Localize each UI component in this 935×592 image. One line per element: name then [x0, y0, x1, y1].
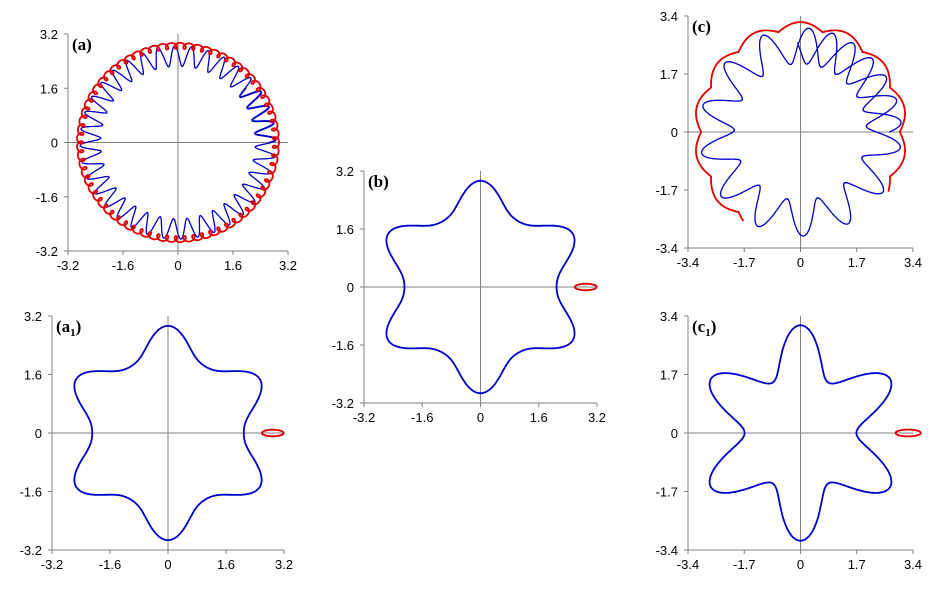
x-tick-label: -1.6	[99, 557, 121, 572]
x-tick-label: 0	[174, 258, 181, 273]
y-tick-label: -3.2	[36, 244, 58, 259]
x-tick-label: -3.4	[677, 557, 699, 572]
panel-label-text: (c)	[692, 17, 711, 36]
panel-label-subscript: 1	[705, 327, 711, 339]
x-tick-label: 0	[477, 410, 484, 425]
panel-a1: -3.2 -1.6 0 1.6 3.2 3.2 1.6 0 -1.6 -3.2 (a1)	[20, 309, 293, 572]
series-red-curve	[76, 41, 280, 244]
y-tick-label: -1.6	[20, 485, 42, 500]
series-blue-curve	[708, 324, 893, 542]
x-tick-label: 1.6	[224, 258, 242, 273]
y-tick-label: 3.2	[24, 309, 42, 324]
y-tick-label: -1.6	[36, 190, 58, 205]
series-blue-curve	[79, 45, 277, 240]
y-tick-label: -1.6	[332, 338, 354, 353]
panel-c1: -3.4 -1.7 0 1.7 3.4 3.4 1.7 0 -1.7 -3.4 (c1)	[656, 309, 922, 572]
panel-label: (a1)	[56, 317, 81, 339]
x-tick-label: -1.6	[112, 258, 134, 273]
panel-c: -3.4 -1.7 0 1.7 3.4 3.4 1.7 0 -1.7 -3.4 (c)	[656, 9, 922, 270]
x-tick-label: 1.7	[848, 557, 866, 572]
x-tick-label: -3.2	[41, 557, 63, 572]
panel-b: -3.2 -1.6 0 1.6 3.2 3.2 1.6 0 -1.6 -3.2 (b)	[332, 164, 606, 425]
panel-label: (b)	[368, 172, 389, 191]
x-tick-label: 3.4	[904, 557, 922, 572]
y-tick-label: 3.2	[336, 164, 354, 179]
y-tick-label: -1.7	[656, 485, 678, 500]
panel-label-text: (a	[56, 317, 71, 336]
y-tick-label: 0	[671, 426, 678, 441]
x-tick-label: 0	[797, 255, 804, 270]
y-tick-label: -3.4	[656, 543, 678, 558]
y-tick-label: -3.4	[656, 241, 678, 256]
panel-label-text: (b)	[368, 172, 389, 191]
x-tick-label: -1.7	[733, 255, 755, 270]
y-tick-label: 3.2	[40, 27, 58, 42]
panel-label-subscript: 1	[70, 327, 76, 339]
y-tick-label: -3.2	[332, 396, 354, 411]
panel-label: (a)	[72, 35, 92, 54]
y-tick-label: 1.6	[336, 222, 354, 237]
y-tick-label: 1.7	[660, 67, 678, 82]
series-red-curve	[573, 282, 598, 292]
y-tick-label: -3.2	[20, 543, 42, 558]
x-tick-label: -3.2	[57, 258, 79, 273]
y-tick-label: 0	[51, 136, 58, 151]
series-blue-curve	[385, 179, 576, 395]
y-tick-label: 3.4	[660, 9, 678, 24]
y-tick-label: 0	[347, 280, 354, 295]
x-tick-label: 1.6	[217, 557, 235, 572]
y-tick-label: -1.7	[656, 183, 678, 198]
x-tick-label: 1.7	[848, 255, 866, 270]
x-tick-label: 3.2	[275, 557, 293, 572]
series-red-curve	[894, 428, 922, 438]
panel-label: (c)	[692, 17, 711, 36]
x-tick-label: 3.4	[904, 255, 922, 270]
panel-label-text: (c	[692, 317, 706, 336]
series-red-curve	[695, 21, 906, 222]
y-tick-label: 0	[671, 125, 678, 140]
y-tick-label: 1.6	[24, 368, 42, 383]
x-tick-label: 3.2	[588, 410, 606, 425]
panel-a: -3.2 -1.6 0 1.6 3.2 3.2 1.6 0 -1.6 -3.2 (a)	[36, 27, 297, 273]
y-tick-label: 0	[35, 426, 42, 441]
panel-label-text: (a)	[72, 35, 92, 54]
x-tick-label: 1.6	[530, 410, 548, 425]
y-tick-label: 3.4	[660, 309, 678, 324]
panel-label-close: )	[711, 317, 717, 336]
x-tick-label: -3.2	[353, 410, 375, 425]
x-tick-label: -1.7	[733, 557, 755, 572]
x-tick-label: -3.4	[677, 255, 699, 270]
x-tick-label: 3.2	[279, 258, 297, 273]
y-tick-label: 1.7	[660, 368, 678, 383]
panel-label: (c1)	[692, 317, 716, 339]
x-tick-label: 0	[797, 557, 804, 572]
y-tick-label: 1.6	[40, 81, 58, 96]
x-tick-label: 0	[164, 557, 171, 572]
series-blue-curve	[700, 27, 902, 237]
x-tick-label: -1.6	[411, 410, 433, 425]
panel-label-close: )	[76, 317, 82, 336]
series-red-curve	[261, 428, 285, 438]
series-blue-curve	[73, 325, 263, 541]
